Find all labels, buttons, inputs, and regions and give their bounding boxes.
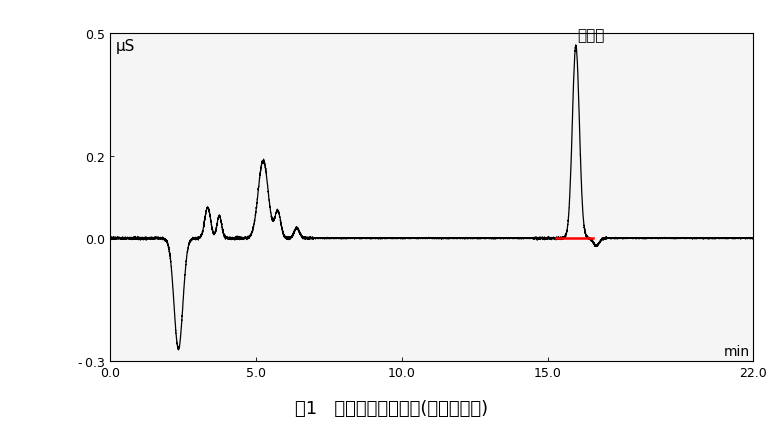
Text: 草甘膦: 草甘膦 [577, 28, 604, 43]
Text: μS: μS [116, 39, 136, 54]
Text: min: min [724, 344, 750, 358]
Text: 图1   草甘膦标准色谱图(氢氧根系统): 图1 草甘膦标准色谱图(氢氧根系统) [296, 399, 488, 417]
